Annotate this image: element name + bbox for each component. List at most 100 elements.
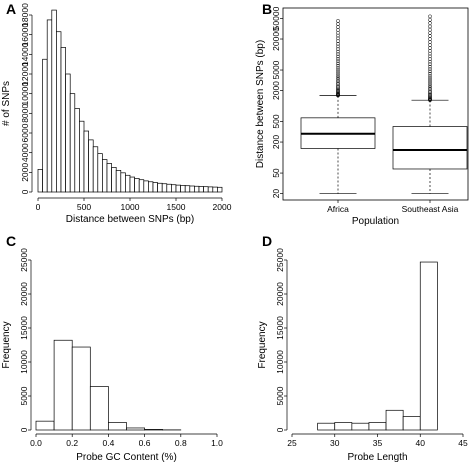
outlier-point bbox=[428, 46, 432, 50]
outlier-point bbox=[428, 85, 432, 90]
outlier-point bbox=[428, 49, 432, 53]
bar bbox=[79, 120, 85, 193]
outlier-point bbox=[336, 54, 340, 59]
bar bbox=[212, 186, 218, 193]
x-tick-label: 0.8 bbox=[175, 438, 187, 448]
y-tick-label: 12000 bbox=[20, 62, 30, 86]
bar bbox=[35, 420, 55, 431]
y-axis-title: Frequency bbox=[257, 321, 268, 368]
bar bbox=[51, 9, 57, 193]
panel-a-histogram: 0 500 1000 1500 2000020004000600080001000012… bbox=[1, 1, 232, 225]
outlier-point bbox=[428, 64, 432, 69]
outlier-point bbox=[336, 41, 340, 46]
outlier-point bbox=[336, 27, 340, 32]
y-tick-label: 4000 bbox=[20, 143, 30, 162]
outlier-point bbox=[428, 78, 432, 82]
bar bbox=[189, 185, 195, 193]
outlier-point bbox=[428, 54, 432, 59]
y-tick-label: 0 bbox=[19, 427, 29, 432]
bar bbox=[157, 182, 163, 193]
outlier-point bbox=[336, 36, 340, 41]
bar bbox=[37, 169, 43, 193]
x-tick-label: 0.0 bbox=[30, 438, 42, 448]
outlier-point bbox=[336, 49, 340, 54]
bar bbox=[152, 182, 158, 193]
panel-label-d: D bbox=[262, 233, 272, 249]
x-tick-label: 40 bbox=[416, 438, 426, 448]
outlier-point bbox=[336, 65, 340, 70]
outlier-point bbox=[428, 94, 432, 98]
outlier-point bbox=[336, 79, 340, 83]
y-tick-label: 2000 bbox=[271, 81, 281, 100]
y-tick-label: 20000 bbox=[271, 27, 281, 51]
y-tick-label: 5000 bbox=[271, 60, 281, 79]
y-tick-label: 500 bbox=[271, 114, 281, 128]
x-tick-label: 0.6 bbox=[139, 438, 151, 448]
outlier-point bbox=[428, 34, 432, 38]
bar bbox=[419, 261, 438, 431]
outlier-point bbox=[336, 87, 340, 92]
outlier-point bbox=[428, 57, 432, 61]
y-tick-label: 50 bbox=[271, 168, 281, 178]
outlier-point bbox=[336, 52, 340, 56]
outlier-point bbox=[336, 86, 340, 91]
x-tick-label: 1.0 bbox=[211, 438, 223, 448]
y-tick-label: 25000 bbox=[19, 248, 29, 272]
outlier-point bbox=[428, 80, 432, 84]
outlier-point bbox=[336, 77, 340, 82]
outlier-point bbox=[428, 76, 432, 80]
x-tick-label: Southeast Asia bbox=[402, 204, 459, 214]
bar bbox=[83, 130, 89, 193]
plot-frame bbox=[282, 7, 469, 201]
bar bbox=[134, 178, 140, 193]
x-tick-label: 2000 bbox=[213, 202, 232, 212]
outlier-point bbox=[428, 83, 432, 88]
x-tick-label: 30 bbox=[330, 438, 340, 448]
y-axis-title: # of SNPs bbox=[1, 81, 12, 126]
y-tick-label: 10000 bbox=[19, 350, 29, 374]
outlier-point bbox=[336, 75, 340, 80]
x-tick-label: 1500 bbox=[167, 202, 186, 212]
y-tick-label: 16000 bbox=[20, 23, 30, 47]
bar bbox=[129, 176, 135, 193]
outlier-point bbox=[428, 92, 432, 97]
outlier-point bbox=[336, 68, 340, 72]
y-tick-label: 8000 bbox=[20, 104, 30, 123]
bar bbox=[71, 346, 91, 431]
outlier-point bbox=[336, 44, 340, 49]
x-axis-title: Population bbox=[352, 216, 399, 227]
outlier-point bbox=[428, 67, 432, 71]
bar bbox=[126, 427, 145, 431]
bar bbox=[97, 153, 103, 193]
bar bbox=[108, 422, 127, 431]
outlier-point bbox=[336, 88, 340, 93]
x-tick-label: 0.2 bbox=[66, 438, 78, 448]
bar bbox=[92, 146, 99, 193]
y-tick-label: 14000 bbox=[20, 42, 30, 66]
outlier-point bbox=[336, 22, 340, 26]
panel-label-b: B bbox=[262, 1, 272, 17]
x-tick-label: 1000 bbox=[121, 202, 140, 212]
bar bbox=[175, 184, 181, 193]
outlier-point bbox=[336, 72, 340, 76]
y-tick-label: 50000 bbox=[271, 6, 281, 30]
outlier-point bbox=[428, 31, 432, 35]
bar bbox=[56, 31, 62, 193]
bar bbox=[148, 181, 154, 193]
panel-b-boxplot: Africa Southeast Asia 20 50 200 500 2000 5000 20… bbox=[255, 1, 469, 227]
outlier-point bbox=[428, 62, 432, 67]
bar bbox=[89, 386, 109, 431]
y-tick-label: 6000 bbox=[20, 123, 30, 142]
bar bbox=[207, 186, 214, 193]
bar bbox=[106, 163, 112, 193]
x-tick-label: Africa bbox=[327, 204, 349, 214]
outlier-point bbox=[336, 33, 340, 38]
outlier-point bbox=[336, 85, 340, 89]
outlier-point bbox=[336, 59, 340, 64]
x-tick-label: 0.4 bbox=[102, 438, 114, 448]
y-tick-label: 5000 bbox=[275, 386, 285, 405]
y-tick-label: 0 bbox=[275, 427, 285, 432]
bar bbox=[102, 159, 108, 193]
panel-d-histogram: 25 30 35 40 45 0 5000 10000 15000 20000 25000 Probe… bbox=[257, 233, 468, 462]
